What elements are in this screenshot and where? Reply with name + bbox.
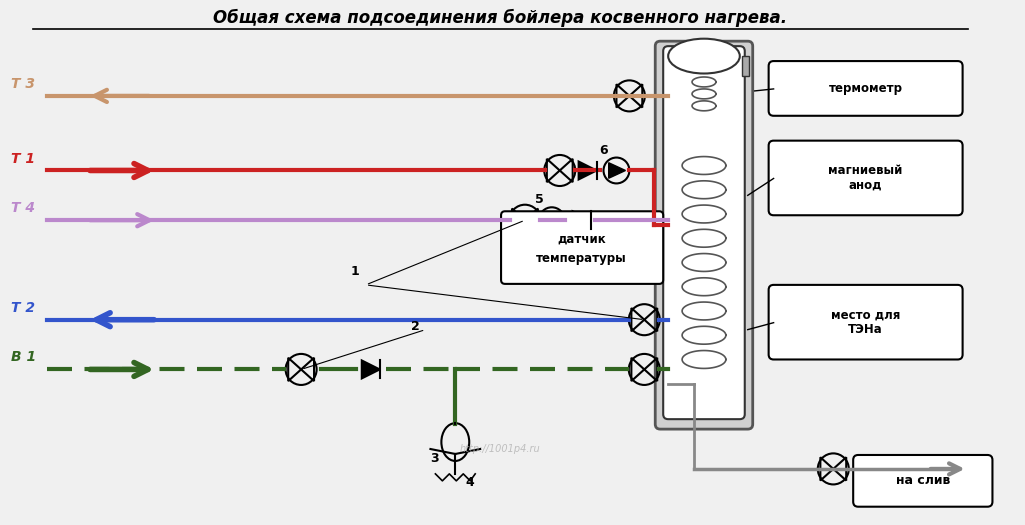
- Text: 6: 6: [600, 143, 608, 156]
- FancyBboxPatch shape: [501, 211, 663, 284]
- FancyBboxPatch shape: [769, 141, 962, 215]
- Text: Т 4: Т 4: [10, 201, 35, 215]
- Polygon shape: [573, 211, 590, 229]
- FancyBboxPatch shape: [655, 41, 752, 429]
- Bar: [742, 56, 748, 76]
- Ellipse shape: [668, 39, 740, 74]
- Text: Т 3: Т 3: [10, 77, 35, 91]
- Text: на слив: на слив: [896, 475, 950, 487]
- Text: Т 2: Т 2: [10, 301, 35, 314]
- FancyBboxPatch shape: [769, 61, 962, 116]
- Polygon shape: [609, 163, 625, 178]
- Text: Общая схема подсоединения бойлера косвенного нагрева.: Общая схема подсоединения бойлера косвен…: [213, 9, 787, 27]
- Text: температуры: температуры: [536, 252, 627, 265]
- Text: место для
ТЭНа: место для ТЭНа: [831, 308, 900, 336]
- Text: 1: 1: [351, 265, 360, 278]
- Text: Т 1: Т 1: [10, 152, 35, 165]
- Text: датчик: датчик: [558, 232, 606, 245]
- Text: http://1001p4.ru: http://1001p4.ru: [460, 444, 540, 454]
- FancyBboxPatch shape: [663, 46, 745, 419]
- Text: термометр: термометр: [828, 82, 903, 95]
- Polygon shape: [579, 162, 597, 180]
- Text: 3: 3: [430, 452, 439, 465]
- FancyBboxPatch shape: [853, 455, 992, 507]
- Polygon shape: [544, 213, 561, 228]
- Text: магниевый
анод: магниевый анод: [828, 164, 903, 192]
- Polygon shape: [362, 361, 379, 379]
- Text: В 1: В 1: [10, 351, 36, 364]
- Text: 5: 5: [535, 193, 543, 206]
- Text: 4: 4: [465, 476, 474, 489]
- Text: 2: 2: [411, 320, 419, 333]
- FancyBboxPatch shape: [769, 285, 962, 360]
